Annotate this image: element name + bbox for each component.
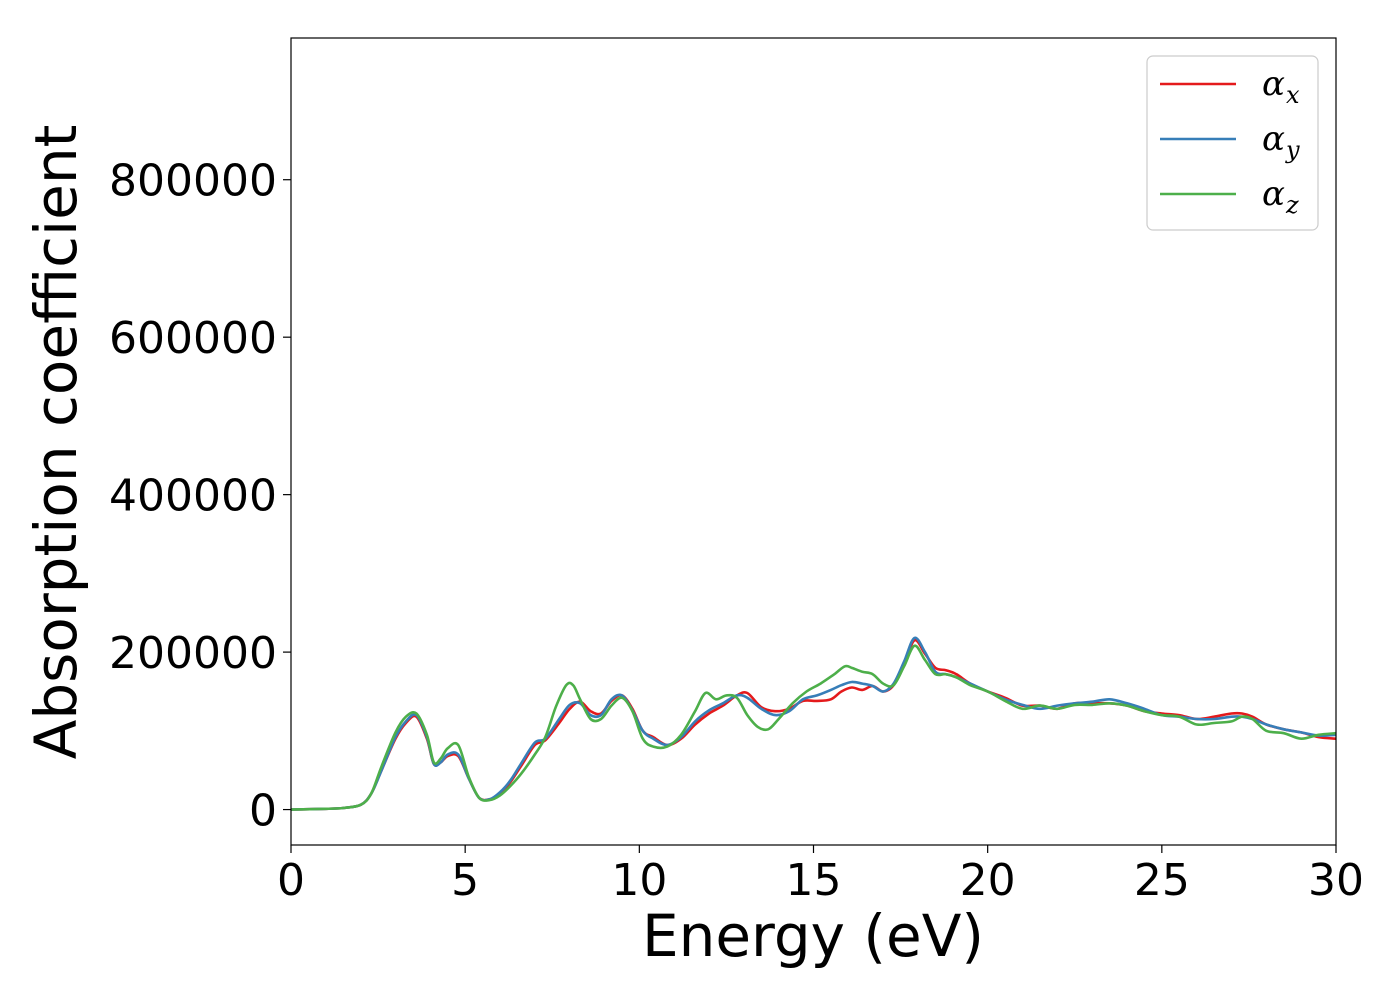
y-tick-label: 600000 [109,313,277,364]
y-tick-label: 200000 [109,628,277,679]
series-line-z [290,644,1337,811]
x-axis-title: Energy (eV) [642,902,984,970]
y-tick-label: 400000 [109,471,277,522]
x-tick-label: 5 [451,855,479,906]
x-tick-label: 20 [960,855,1016,906]
x-tick-label: 15 [786,855,842,906]
x-axis-ticks: 0 5 10 15 20 25 30 [277,845,1364,906]
x-tick-label: 25 [1134,855,1190,906]
y-tick-label: 0 [249,786,277,837]
y-axis-title: Absorption coefficient [22,125,90,760]
y-axis-ticks: 0 200000 400000 600000 800000 [109,156,291,837]
series-line-y [290,636,1337,811]
x-tick-label: 30 [1308,855,1364,906]
y-tick-label: 800000 [109,156,277,207]
series-layer [290,636,1337,811]
x-tick-label: 10 [611,855,667,906]
x-tick-label: 0 [277,855,305,906]
legend-box [1146,55,1319,231]
